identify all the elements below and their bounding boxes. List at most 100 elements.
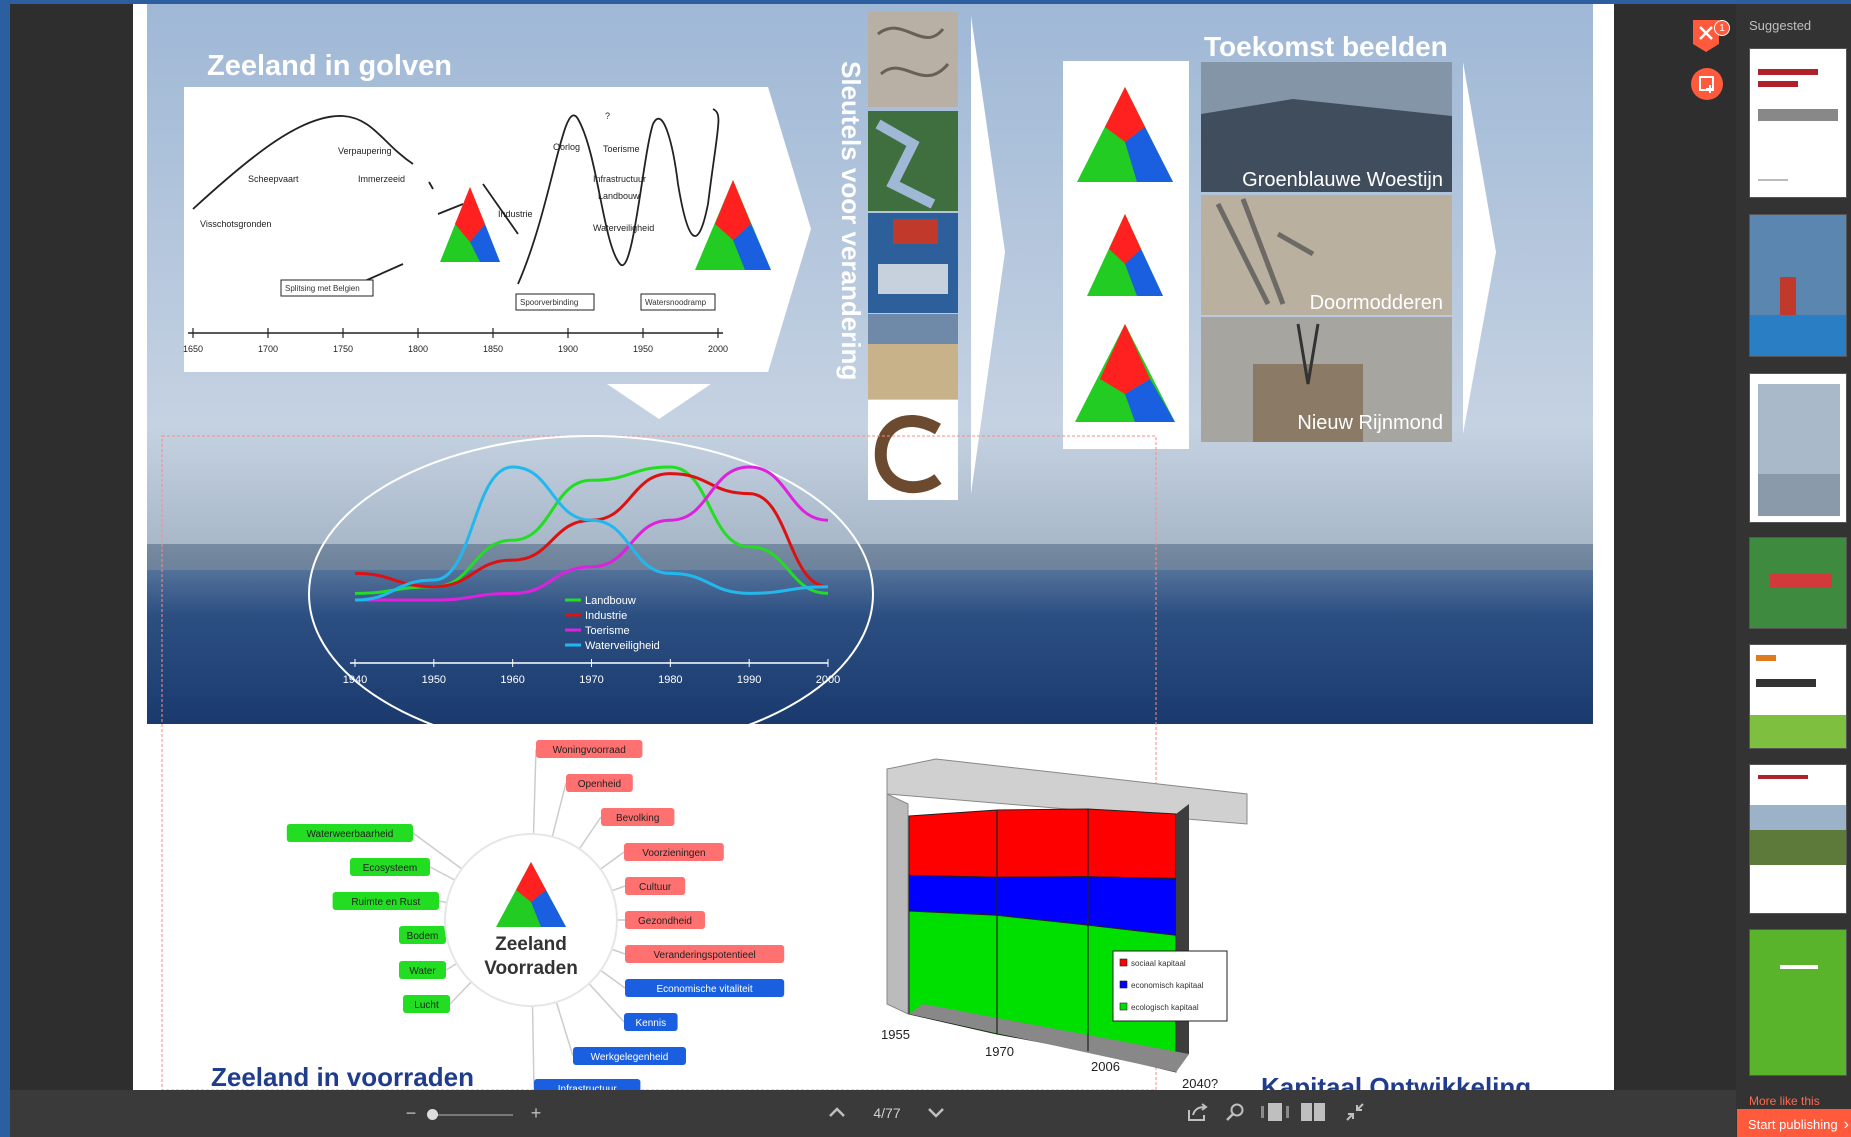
suggested-doc-5[interactable]	[1749, 644, 1847, 749]
future-title: Toekomst beelden	[1204, 31, 1448, 62]
history-curve-1	[192, 115, 519, 285]
capital-title: Kapitaal Ontwikkeling	[1261, 1072, 1531, 1090]
history-box	[280, 279, 374, 297]
history-tick-label: 1800	[408, 344, 428, 354]
mindmap-node-label: Waterweerbaarheid	[306, 829, 393, 840]
mindmap-node-label: Ruimte en Rust	[351, 897, 420, 908]
chevron-up-icon	[829, 1107, 845, 1117]
single-page-view-button[interactable]	[1260, 1102, 1292, 1126]
history-label: Waterveiligheid	[593, 223, 654, 233]
waves-legend-entry: Toerisme	[585, 625, 630, 637]
mindmap-node-label: Water	[409, 966, 436, 977]
history-boxes: Splitsing met Belgien Spoorverbinding Wate…	[280, 279, 716, 311]
viewer-toolbar: − + 4/77	[10, 1090, 1736, 1137]
history-label: ?	[605, 111, 610, 121]
future-image-3	[1201, 317, 1452, 442]
next-page-button[interactable]	[924, 1102, 948, 1126]
capital-x-tick-label: 2040?	[1182, 1076, 1218, 1090]
share-icon	[1188, 1103, 1208, 1121]
zoom-out-button[interactable]: −	[403, 1103, 419, 1123]
mindmap-node-label: Werkgelegenheid	[591, 1052, 669, 1063]
history-box-label: Splitsing met Belgien	[285, 284, 360, 293]
suggested-doc-2[interactable]	[1749, 214, 1847, 357]
zoom-slider-handle[interactable]	[427, 1109, 438, 1120]
triangle-icon-6	[496, 862, 566, 927]
start-publishing-button[interactable]: Start publishing ›	[1737, 1109, 1851, 1137]
history-tick-label: 1650	[183, 344, 203, 354]
suggested-doc-4[interactable]	[1749, 537, 1847, 629]
previous-page-button[interactable]	[825, 1102, 849, 1126]
waves-title: Zeeland in golven	[207, 50, 452, 82]
mindmap-node	[534, 1079, 641, 1090]
history-ticks: 1650 1700 1750 1800 1850 1900 1950 2000	[183, 328, 728, 354]
triangle-icon-4	[1087, 214, 1163, 296]
two-page-view-button[interactable]	[1300, 1102, 1326, 1126]
history-labels: Visschotsgronden Scheepvaart Verpaupering I…	[200, 111, 654, 233]
zoom-in-button[interactable]: +	[528, 1103, 544, 1123]
add-to-stack-button[interactable]	[1691, 68, 1723, 100]
capital-x-tick-label: 1955	[881, 1027, 910, 1042]
left-accent-bar	[0, 4, 10, 1137]
keys-image-strip	[868, 12, 958, 500]
mindmap-center-line2: Voorraden	[484, 958, 578, 979]
history-label: Infrastructuur	[593, 174, 646, 184]
mindmap-node-label: Veranderingspotentieel	[653, 950, 755, 961]
minus-icon: −	[405, 1103, 417, 1123]
capital-chart-floor	[909, 1004, 1189, 1072]
history-label: Immerzeeid	[358, 174, 405, 184]
history-label: Visschotsgronden	[200, 219, 271, 229]
waves-x-tick-label: 1970	[579, 674, 603, 686]
keys-arrow	[971, 16, 1005, 494]
capital-x-tick-label: 1970	[985, 1044, 1014, 1059]
history-box	[515, 293, 595, 311]
keys-title: Sleutels voor verandering	[836, 61, 866, 380]
mindmap-node	[350, 858, 430, 876]
capital-legend-swatch	[1119, 1002, 1128, 1011]
suggested-doc-3[interactable]	[1749, 373, 1847, 523]
close-icon	[1693, 20, 1719, 52]
mindmap-node	[573, 1047, 686, 1065]
history-tick-label: 1700	[258, 344, 278, 354]
stocks-title: Zeeland in voorraden	[211, 1062, 474, 1090]
share-button[interactable]	[1186, 1102, 1210, 1126]
future-image-label-3: Nieuw Rijnmond	[1297, 412, 1443, 434]
suggested-doc-1[interactable]	[1749, 48, 1847, 198]
future-image-1	[1201, 62, 1452, 192]
document-page: Zeeland in golven Visschotsgronden Scheep…	[133, 4, 1614, 1090]
history-tick-label: 1850	[483, 344, 503, 354]
waves-line-chart: Landbouw Industrie Toerisme Waterveiligheid…	[343, 465, 840, 686]
suggested-doc-7[interactable]	[1749, 929, 1847, 1076]
triangle-icon-3	[1077, 87, 1173, 182]
waves-series-3	[354, 465, 829, 602]
mindmap-node-label: Infrastructuur	[558, 1084, 618, 1090]
suggested-doc-6[interactable]	[1749, 764, 1847, 914]
notification-badge: 1	[1714, 20, 1730, 36]
page-indicator[interactable]: 4/77	[873, 1105, 901, 1121]
selection-frame	[161, 435, 1157, 1090]
zoom-slider-track[interactable]	[428, 1114, 513, 1116]
top-accent-bar	[0, 0, 1851, 4]
waves-legend-entry: Waterveiligheid	[585, 640, 660, 652]
waves-x-tick-label: 1950	[422, 674, 446, 686]
down-arrow	[607, 384, 711, 419]
unlike-button[interactable]	[1691, 18, 1721, 54]
capital-area-1	[908, 808, 1177, 880]
capital-legend-entry: economisch kapitaal	[1131, 981, 1204, 990]
capital-legend-swatch	[1119, 980, 1128, 989]
history-tick-label: 1950	[633, 344, 653, 354]
waves-x-tick-label: 1990	[737, 674, 761, 686]
capital-chart-right-edge	[1176, 804, 1189, 1072]
collapse-icon	[1346, 1103, 1364, 1121]
exit-fullscreen-button[interactable]	[1343, 1102, 1367, 1126]
search-button[interactable]	[1223, 1102, 1247, 1126]
history-tick-label: 2000	[708, 344, 728, 354]
mindmap-center-line1: Zeeland	[495, 934, 567, 955]
history-tick-label: 1750	[333, 344, 353, 354]
mindmap-node	[332, 892, 439, 910]
mindmap-node-label: Cultuur	[639, 882, 672, 893]
start-publishing-label: Start publishing	[1748, 1117, 1838, 1132]
mindmap-node-label: Voorzieningen	[642, 848, 705, 859]
waves-x-tick-label: 2000	[816, 674, 840, 686]
history-label: Toerisme	[603, 144, 640, 154]
more-like-this-link[interactable]: More like this	[1749, 1094, 1820, 1108]
